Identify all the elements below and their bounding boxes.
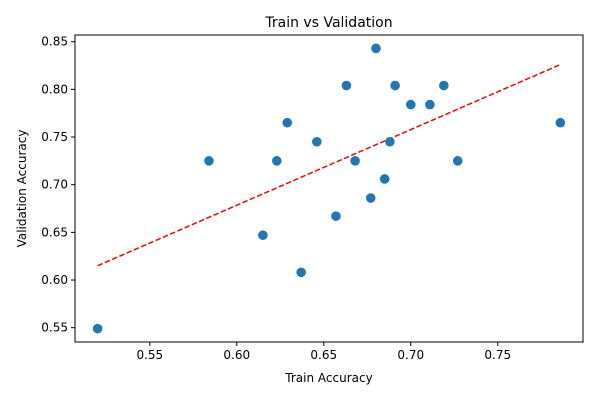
data-point (371, 43, 381, 54)
x-tick-label: 0.60 (223, 348, 250, 362)
plot-area (74, 34, 584, 343)
y-axis-label: Validation Accuracy (15, 130, 29, 248)
data-point (555, 117, 566, 128)
data-point (341, 80, 352, 91)
data-point (92, 323, 103, 334)
data-point (390, 80, 400, 91)
x-axis-label: Train Accuracy (284, 371, 372, 385)
x-tick-label: 0.70 (397, 348, 424, 362)
y-tick-label: 0.55 (41, 321, 68, 335)
data-point (452, 156, 463, 166)
y-tick-label: 0.85 (41, 35, 68, 49)
x-axis: 0.55 0.60 0.65 0.70 0.75 (136, 342, 511, 362)
trendline (97, 63, 561, 267)
data-point (331, 211, 341, 221)
data-point (204, 156, 214, 166)
data-point (425, 99, 435, 110)
data-point (272, 156, 282, 166)
trendline-layer (97, 63, 561, 267)
data-point (296, 267, 306, 278)
points-layer (92, 43, 566, 334)
x-tick-label: 0.65 (310, 348, 337, 362)
chart-title: Train vs Validation (264, 15, 392, 31)
x-tick-label: 0.55 (136, 348, 163, 362)
plot-frame (74, 34, 584, 343)
y-tick-label: 0.80 (41, 82, 68, 96)
data-point (439, 80, 449, 91)
data-point (385, 136, 395, 147)
x-tick-label: 0.75 (484, 348, 511, 362)
data-point (405, 99, 416, 110)
data-point (350, 156, 360, 166)
y-tick-label: 0.75 (41, 130, 68, 144)
data-point (282, 117, 293, 128)
data-point (379, 174, 390, 184)
data-point (365, 193, 376, 203)
y-tick-label: 0.70 (41, 178, 68, 192)
y-axis: 0.55 0.60 0.65 0.70 0.75 0.80 0.85 (41, 35, 75, 335)
y-tick-label: 0.65 (41, 225, 68, 239)
data-point (258, 230, 268, 241)
y-tick-label: 0.60 (41, 273, 68, 287)
data-point (312, 136, 322, 147)
